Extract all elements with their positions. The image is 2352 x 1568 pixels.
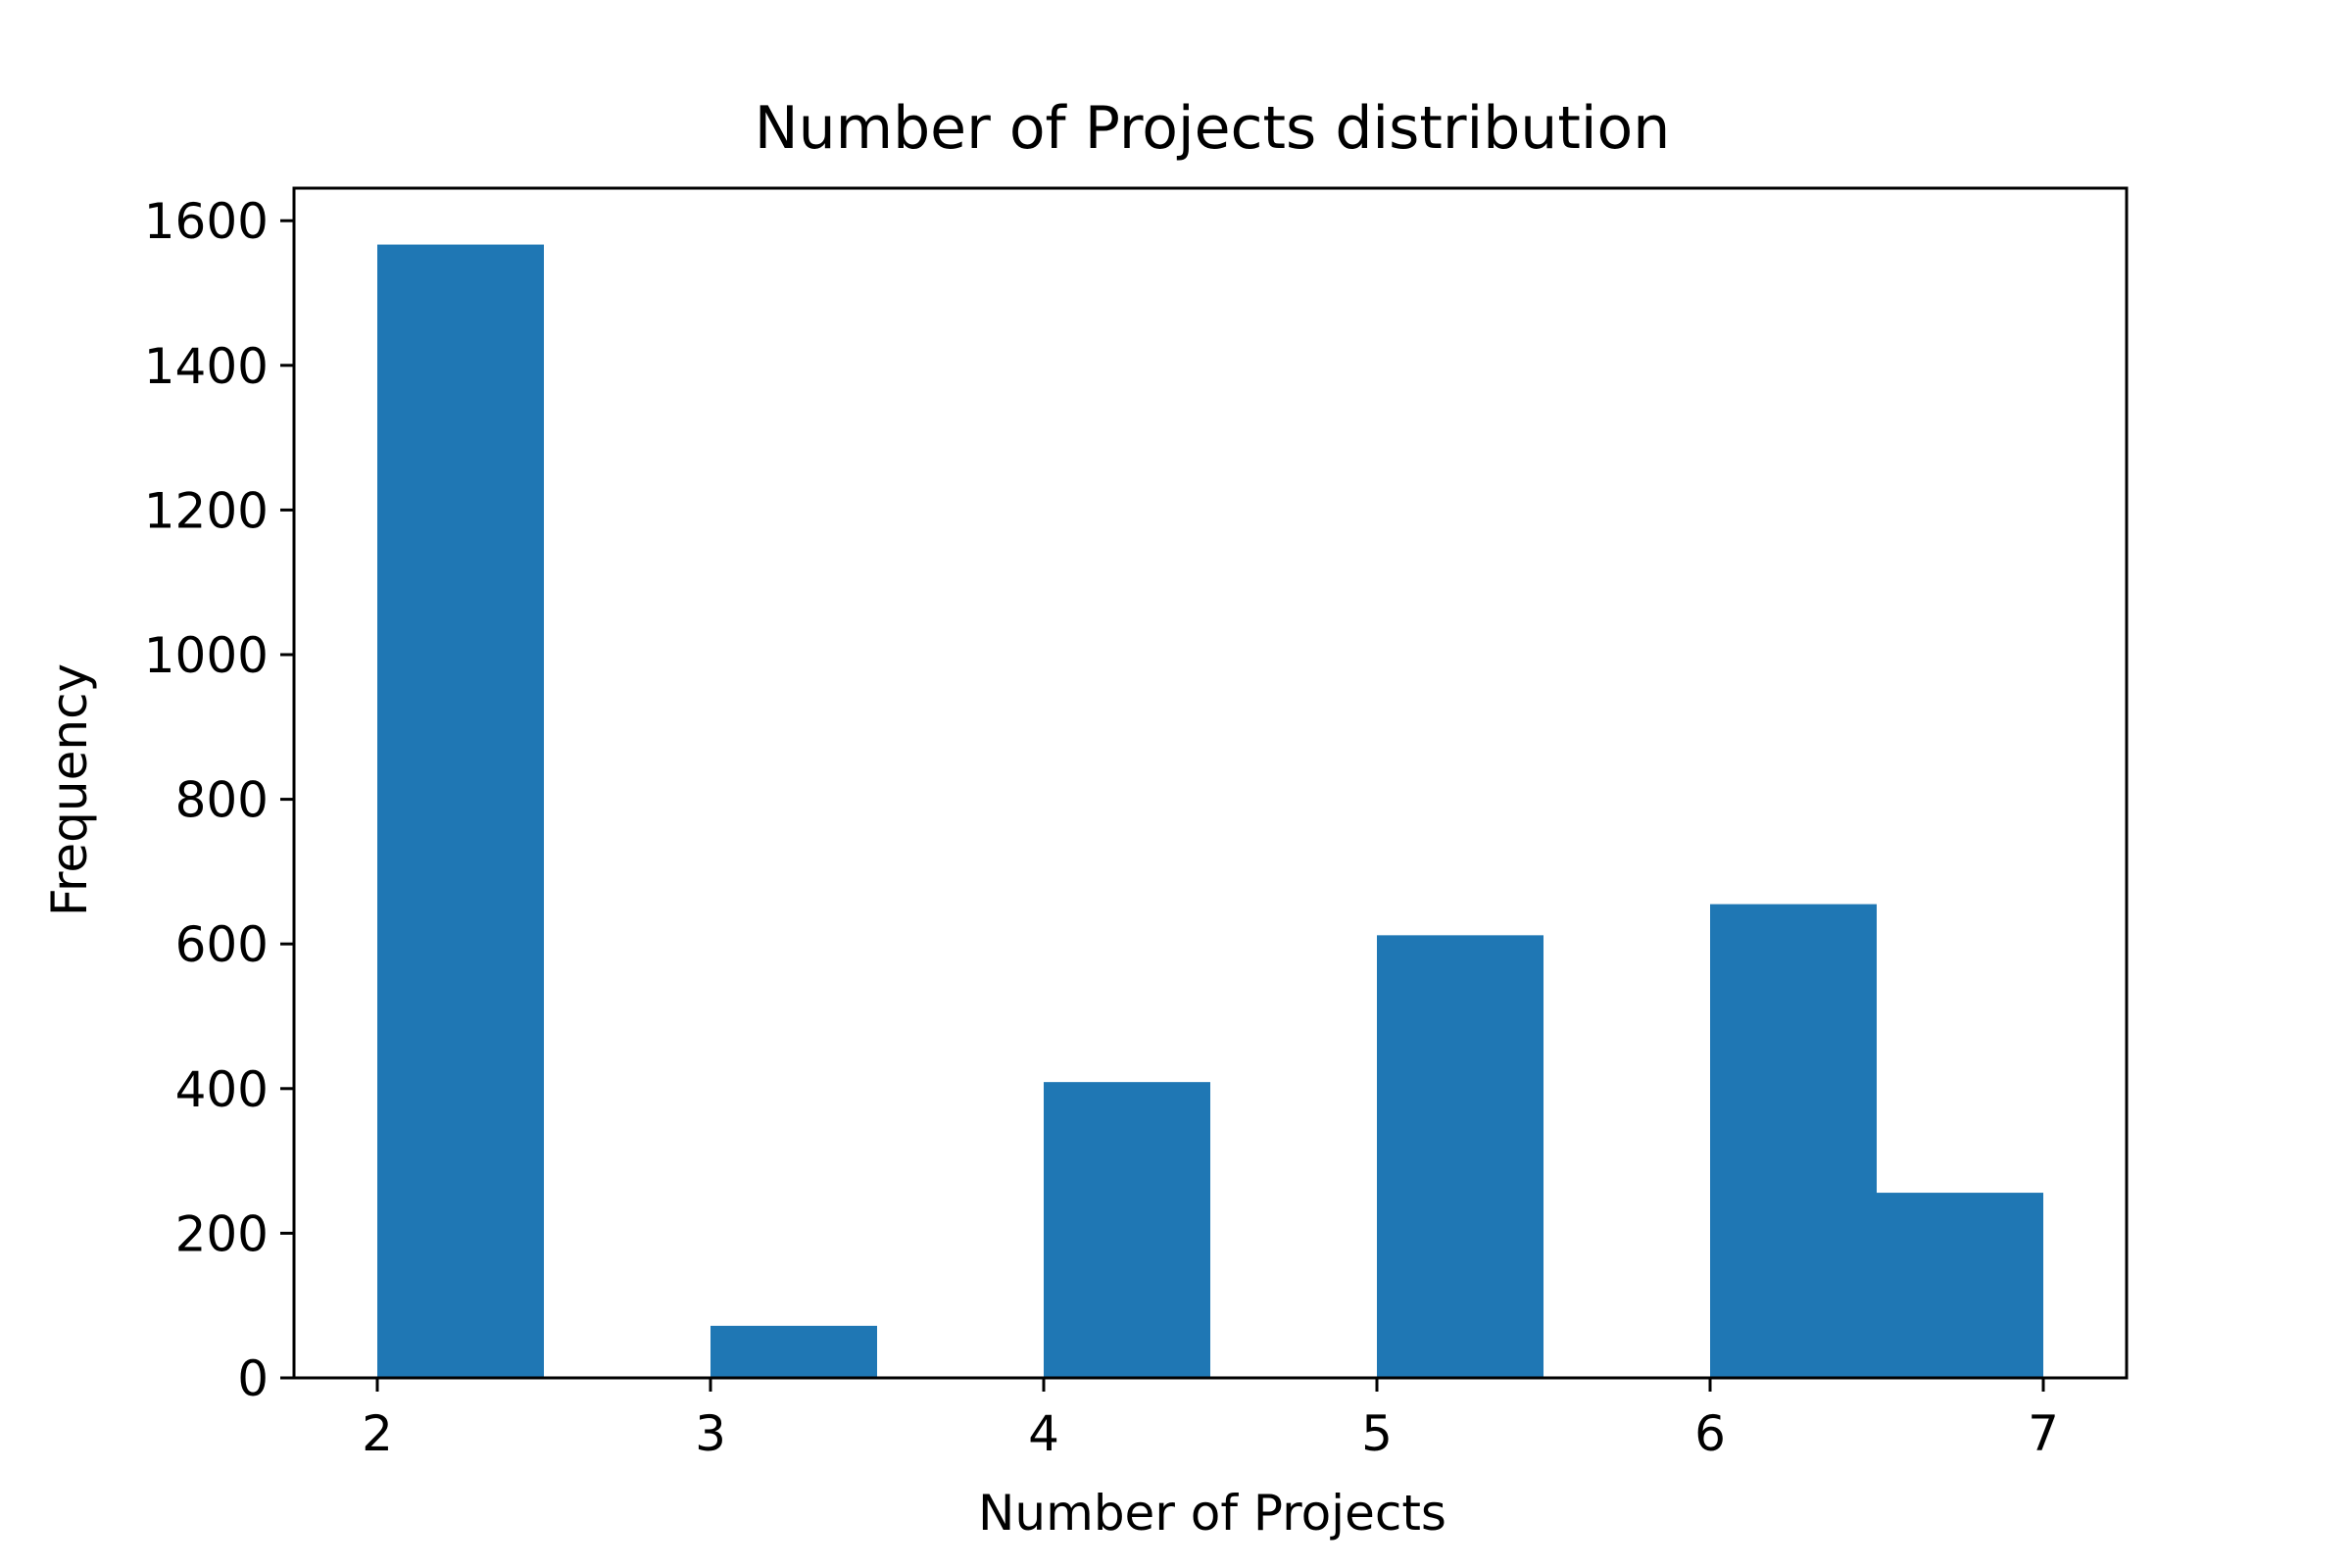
y-axis-label: Frequency [41,663,98,916]
y-tick-label: 400 [175,1061,269,1118]
y-tick-label: 0 [237,1350,269,1407]
x-tick-label: 4 [1028,1405,1059,1462]
histogram-bar-5-5.5 [1377,935,1544,1378]
histogram-bar-6-6.5 [1710,904,1877,1378]
y-axis-ticks: 0 200 400 600 800 1000 1200 1400 1600 [144,193,294,1407]
x-axis-ticks: 2 3 4 5 6 7 [362,1378,2059,1462]
histogram-bar-3-3.5 [710,1325,877,1378]
chart-title: Number of Projects distribution [755,94,1671,163]
y-tick-label: 1400 [144,338,269,395]
y-tick-label: 1600 [144,193,269,250]
y-tick-label: 1000 [144,627,269,684]
y-tick-label: 800 [175,772,269,829]
y-tick-label: 1200 [144,482,269,539]
y-tick-label: 600 [175,916,269,973]
x-tick-label: 7 [2028,1405,2059,1462]
histogram-bar-2-2.5 [377,244,544,1379]
y-tick-label: 200 [175,1205,269,1262]
x-tick-label: 5 [1361,1405,1393,1462]
x-tick-label: 6 [1694,1405,1726,1462]
axes-frame [292,186,2129,1380]
bar-group [377,244,2043,1379]
x-tick-label: 3 [695,1405,726,1462]
histogram-bar-6.5-7 [1877,1193,2043,1378]
x-axis-label: Number of Projects [978,1485,1446,1542]
histogram-bar-4-4.5 [1044,1082,1210,1378]
x-tick-label: 2 [362,1405,393,1462]
